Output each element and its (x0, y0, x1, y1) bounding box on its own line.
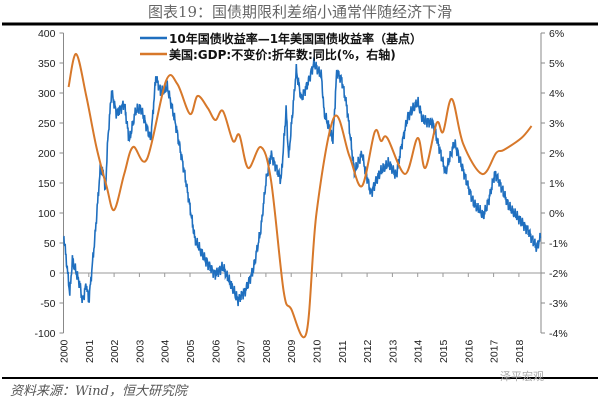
x-axis-tick-label: 2014 (413, 339, 425, 363)
legend-label-spread: 10年国债收益率—1年美国国债收益率（基点） (169, 31, 422, 46)
chart-title: 图表19：国债期限利差缩小通常伴随经济下滑 (147, 3, 453, 21)
x-axis-tick-label: 2008 (261, 339, 273, 363)
right-axis-tick-label: -2% (549, 268, 568, 280)
left-axis-tick-label: 350 (38, 58, 56, 70)
x-axis-tick-label: 2009 (286, 339, 298, 363)
right-axis-tick-label: 6% (549, 28, 564, 40)
x-axis-tick-label: 2001 (84, 339, 96, 363)
watermark: 泽平宏观 (500, 370, 544, 383)
x-axis-tick-label: 2004 (160, 339, 172, 363)
left-axis-tick-label: -100 (34, 328, 55, 340)
series-line-spread (63, 57, 542, 307)
x-axis-tick-label: 2003 (134, 339, 146, 363)
x-axis-tick-label: 2000 (59, 339, 71, 363)
right-axis-tick-label: 1% (549, 178, 564, 190)
right-axis-tick-label: 4% (549, 88, 564, 100)
x-axis-tick-label: 2013 (387, 339, 399, 363)
x-axis-tick-label: 2005 (185, 339, 197, 363)
right-axis-tick-label: -4% (549, 328, 568, 340)
legend: 10年国债收益率—1年美国国债收益率（基点） 美国:GDP:不变价:折年数:同比… (140, 31, 422, 62)
series-line-gdp (67, 52, 533, 338)
x-axis-tick-label: 2018 (514, 339, 526, 363)
right-axis-tick-label: -3% (549, 298, 568, 310)
x-axis-tick-label: 2017 (489, 339, 501, 363)
left-axis-tick-label: 100 (38, 208, 56, 220)
x-axis-tick-label: 2002 (109, 339, 121, 363)
x-axis-tick-label: 2010 (312, 339, 324, 363)
left-axis-tick-label: 250 (38, 118, 56, 130)
right-axis-tick-label: 0% (549, 208, 564, 220)
left-axis-tick-label: 400 (38, 28, 56, 40)
left-axis-tick-label: -50 (40, 298, 55, 310)
left-axis-tick-label: 300 (38, 88, 56, 100)
x-axis-tick-label: 2006 (210, 339, 222, 363)
legend-label-gdp: 美国:GDP:不变价:折年数:同比(%，右轴) (169, 47, 396, 62)
source-note: 资料来源：Wind，恒大研究院 (10, 384, 187, 399)
right-axis-tick-label: 2% (549, 148, 564, 160)
x-axis-tick-label: 2016 (463, 339, 475, 363)
left-axis-tick-label: 200 (38, 148, 56, 160)
x-axis-tick-label: 2007 (236, 339, 248, 363)
x-axis-tick-label: 2011 (337, 340, 349, 363)
right-axis-tick-label: 3% (549, 118, 564, 130)
left-axis-tick-label: 150 (38, 178, 56, 190)
left-axis-tick-label: 50 (44, 238, 56, 250)
left-axis-tick-label: 0 (50, 268, 56, 280)
x-axis-tick-label: 2012 (362, 339, 374, 363)
x-axis-tick-label: 2015 (438, 339, 450, 363)
right-axis-tick-label: -1% (549, 238, 568, 250)
right-axis-tick-label: 5% (549, 58, 564, 70)
